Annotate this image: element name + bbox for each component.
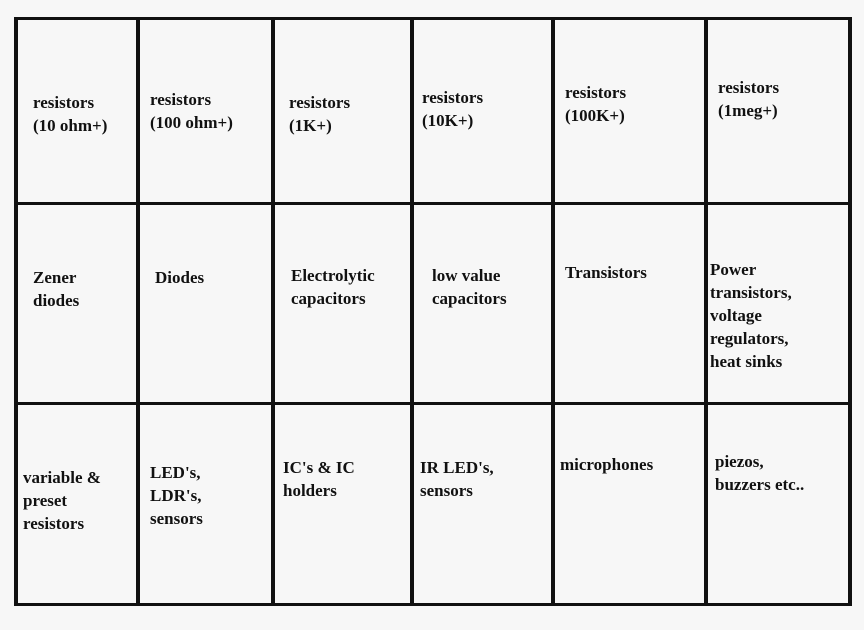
grid-line (704, 17, 708, 606)
cell-microphones: microphones (560, 455, 654, 474)
grid-line (14, 402, 852, 405)
grid-line (410, 17, 414, 606)
cell-resistors-1meg: resistors (1meg+) (718, 78, 780, 120)
grid-line (14, 17, 852, 20)
cell-zener-diodes: Zener diodes (33, 268, 80, 310)
cell-electrolytic-capacitors: Electrolytic capacitors (291, 266, 375, 308)
grid-line (551, 17, 555, 606)
cell-ics: IC's & IC holders (283, 458, 355, 500)
grid-line (271, 17, 275, 606)
cell-resistors-10k: resistors (10K+) (422, 88, 484, 130)
cell-piezos: piezos, buzzers etc.. (715, 452, 805, 494)
grid-line (14, 17, 18, 606)
cell-resistors-10ohm: resistors (10 ohm+) (33, 93, 108, 135)
grid-line (136, 17, 140, 606)
grid-line (14, 603, 852, 606)
cell-low-value-capacitors: low value capacitors (432, 266, 507, 308)
cell-ir-leds: IR LED's, sensors (420, 458, 494, 500)
cell-transistors: Transistors (565, 263, 647, 282)
grid-line (14, 202, 852, 205)
grid-line (848, 17, 852, 606)
cell-diodes: Diodes (155, 268, 205, 287)
cell-variable-resistors: variable & preset resistors (23, 468, 101, 533)
cell-resistors-100k: resistors (100K+) (565, 83, 627, 125)
cell-power-transistors: Power transistors, voltage regulators, h… (710, 260, 792, 371)
cell-resistors-100ohm: resistors (100 ohm+) (150, 90, 233, 132)
cell-leds-ldrs: LED's, LDR's, sensors (150, 463, 203, 528)
cell-resistors-1k: resistors (1K+) (289, 93, 351, 135)
